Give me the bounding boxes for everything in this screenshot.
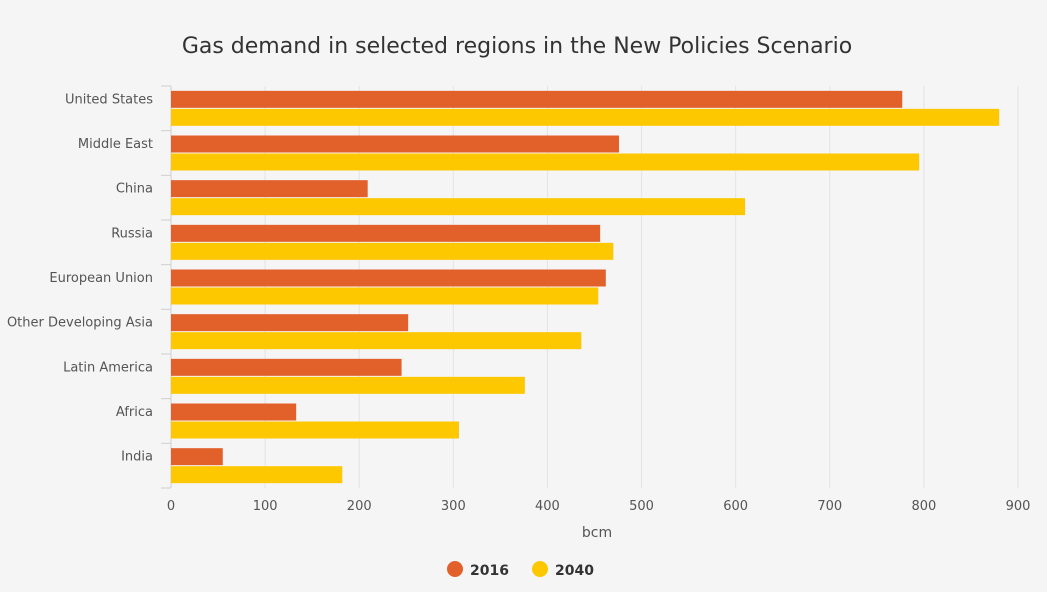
bar-united-states-2040[interactable] (171, 108, 1000, 126)
category-label-india: India (121, 450, 153, 465)
x-axis-ticks: 0 100 200 300 400 500 600 700 800 900 (167, 499, 1031, 514)
x-tick-label: 500 (629, 499, 654, 514)
x-tick-label: 600 (723, 499, 748, 514)
bars (171, 90, 1000, 484)
x-tick-label: 200 (347, 499, 372, 514)
category-label-middle-east: Middle East (78, 137, 153, 152)
bar-european-union-2040[interactable] (171, 287, 599, 305)
category-label-africa: Africa (116, 405, 153, 420)
category-label-russia: Russia (111, 226, 153, 241)
chart-title: Gas demand in selected regions in the Ne… (182, 34, 852, 59)
x-tick-label: 300 (441, 499, 466, 514)
bar-africa-2016[interactable] (171, 403, 297, 421)
bar-other-developing-asia-2040[interactable] (171, 332, 582, 350)
x-tick-label: 900 (1006, 499, 1031, 514)
bar-middle-east-2040[interactable] (171, 153, 920, 171)
bar-other-developing-asia-2016[interactable] (171, 314, 409, 332)
category-labels: United States Middle East China Russia Europ… (7, 92, 153, 464)
x-tick-label: 0 (167, 499, 175, 514)
bar-european-union-2016[interactable] (171, 269, 606, 287)
legend-swatch-2040 (532, 561, 548, 577)
category-label-latin-america: Latin America (63, 360, 153, 375)
bar-india-2040[interactable] (171, 466, 343, 484)
bar-china-2040[interactable] (171, 198, 746, 216)
bar-middle-east-2016[interactable] (171, 135, 619, 153)
legend-swatch-2016 (447, 561, 463, 577)
legend: 2016 2040 (447, 561, 594, 579)
category-label-european-union: European Union (49, 271, 153, 286)
legend-label-2040: 2040 (555, 563, 594, 579)
bar-united-states-2016[interactable] (171, 90, 903, 108)
x-axis-title: bcm (582, 525, 612, 541)
bar-india-2016[interactable] (171, 448, 223, 466)
bar-russia-2040[interactable] (171, 242, 614, 260)
x-tick-label: 400 (535, 499, 560, 514)
legend-label-2016: 2016 (470, 563, 509, 579)
legend-item-2016[interactable]: 2016 (447, 561, 509, 579)
bar-russia-2016[interactable] (171, 224, 601, 242)
x-tick-label: 100 (253, 499, 278, 514)
bar-latin-america-2040[interactable] (171, 376, 525, 394)
bar-latin-america-2016[interactable] (171, 358, 402, 376)
legend-item-2040[interactable]: 2040 (532, 561, 594, 579)
bar-china-2016[interactable] (171, 180, 368, 198)
category-label-other-developing-asia: Other Developing Asia (7, 316, 153, 331)
x-tick-label: 700 (817, 499, 842, 514)
grid (161, 85, 1019, 489)
x-tick-label: 800 (911, 499, 936, 514)
bar-africa-2040[interactable] (171, 421, 459, 439)
category-label-china: China (116, 182, 153, 197)
category-label-united-states: United States (65, 92, 153, 107)
